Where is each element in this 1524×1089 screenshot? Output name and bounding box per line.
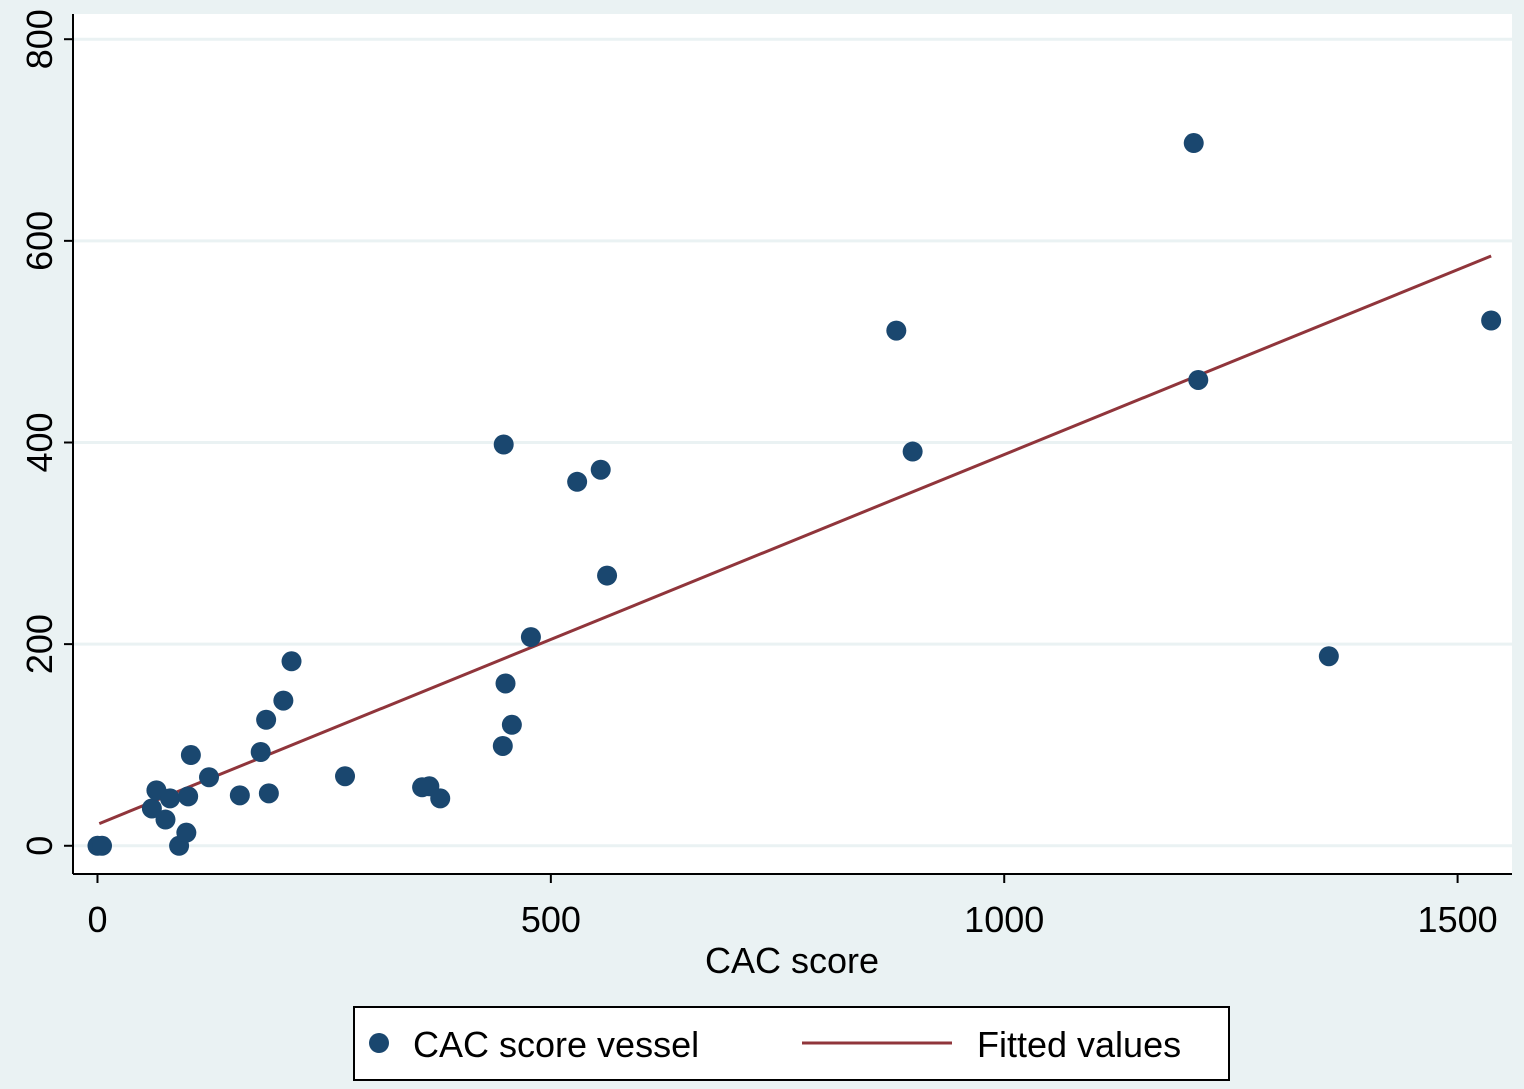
data-point — [493, 434, 514, 455]
x-tick-label: 1500 — [1418, 899, 1498, 940]
legend: CAC score vessel Fitted values — [353, 1006, 1230, 1081]
data-point — [258, 783, 279, 804]
data-point — [1183, 133, 1204, 154]
data-point — [567, 471, 588, 492]
data-point — [886, 320, 907, 341]
data-point — [430, 788, 451, 809]
data-point — [590, 459, 611, 480]
data-point — [250, 742, 271, 763]
data-point — [1318, 646, 1339, 667]
data-point — [256, 709, 277, 730]
data-point — [141, 798, 162, 819]
fitted-values-line — [98, 254, 1492, 825]
x-tick-label: 500 — [521, 899, 581, 940]
y-tick-label: 0 — [19, 836, 60, 856]
data-point — [229, 785, 250, 806]
data-point — [335, 766, 356, 787]
legend-label-points: CAC score vessel — [413, 1024, 699, 1065]
data-point — [492, 735, 513, 756]
data-point — [1481, 310, 1502, 331]
scatter-points-layer — [87, 133, 1502, 856]
y-tick-label: 800 — [19, 9, 60, 69]
x-tick-label: 1000 — [964, 899, 1044, 940]
legend-marker-points — [369, 1033, 389, 1053]
fitted-values-layer — [98, 254, 1492, 825]
x-axis-ticks: 0 500 1000 1500 — [87, 874, 1498, 940]
data-point — [176, 822, 197, 843]
data-point — [199, 767, 220, 788]
data-point — [495, 673, 516, 694]
y-tick-label: 600 — [19, 211, 60, 271]
data-point — [273, 690, 294, 711]
data-point — [501, 714, 522, 735]
y-tick-label: 200 — [19, 614, 60, 674]
data-point — [902, 441, 923, 462]
data-point — [178, 786, 199, 807]
grid-lines — [73, 37, 1512, 848]
legend-label-fit-line: Fitted values — [977, 1024, 1181, 1065]
data-point — [155, 809, 176, 830]
y-tick-label: 400 — [19, 412, 60, 472]
data-point — [1188, 369, 1209, 390]
data-point — [92, 835, 113, 856]
x-axis-title: CAC score — [705, 940, 879, 981]
y-axis-ticks: 0 200 400 600 800 — [19, 9, 73, 856]
data-point — [520, 627, 541, 648]
data-point — [180, 745, 201, 766]
x-tick-label: 0 — [87, 899, 107, 940]
legend-box — [353, 1006, 1230, 1081]
data-point — [281, 651, 302, 672]
data-point — [160, 788, 181, 809]
plot-area — [73, 14, 1512, 874]
data-point — [597, 565, 618, 586]
